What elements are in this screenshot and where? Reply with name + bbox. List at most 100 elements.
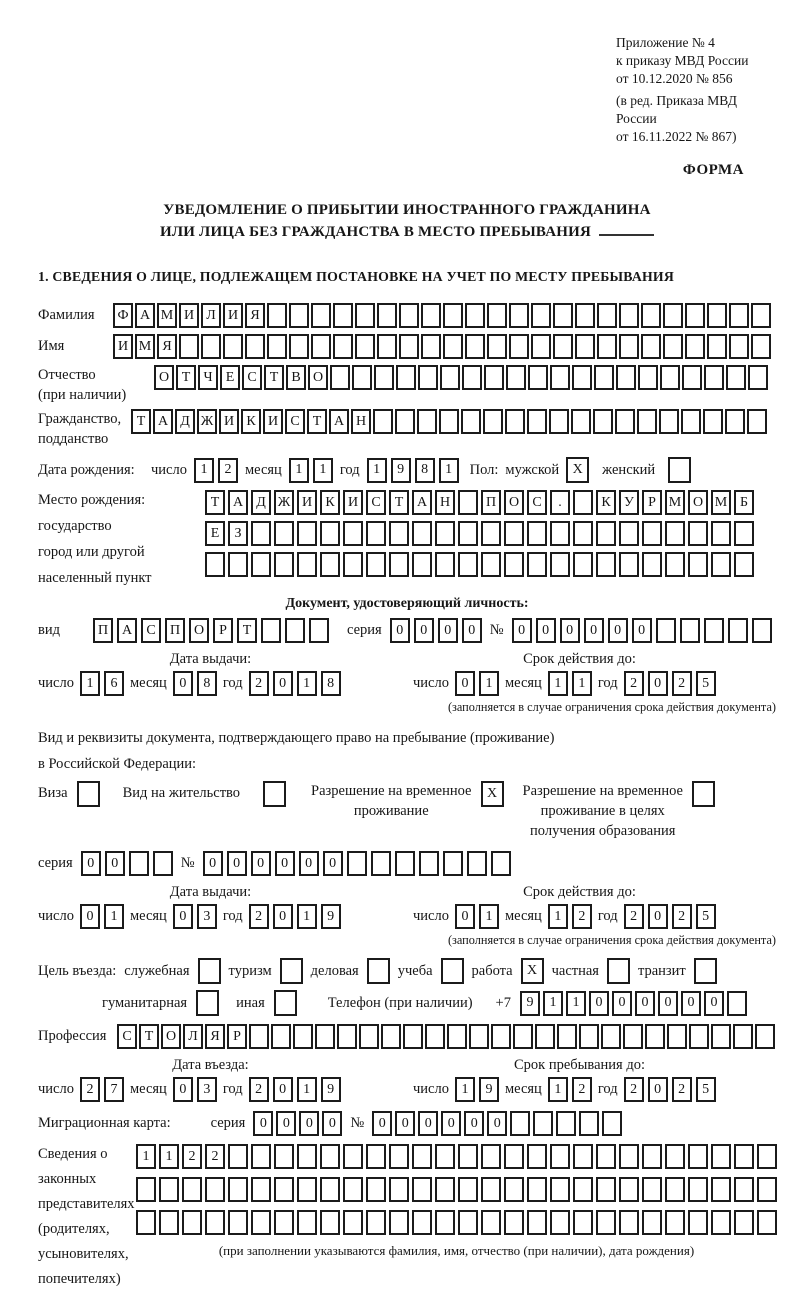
char-box[interactable]: 0 [272, 904, 293, 929]
char-box[interactable]: 0 [172, 904, 193, 929]
char-box[interactable]: 0 [413, 618, 434, 643]
char-box[interactable] [245, 334, 265, 359]
char-box[interactable] [366, 552, 386, 577]
char-box[interactable]: 0 [272, 1077, 293, 1102]
char-box[interactable] [682, 365, 702, 390]
char-box[interactable]: Н [351, 409, 371, 434]
char-box[interactable] [159, 1210, 179, 1235]
char-box[interactable] [751, 334, 771, 359]
char-box[interactable]: 0 [559, 618, 580, 643]
char-box[interactable]: 9 [519, 990, 540, 1016]
char-box[interactable] [642, 1177, 662, 1202]
char-box[interactable]: 0 [104, 851, 125, 876]
char-box[interactable] [128, 851, 149, 876]
char-box[interactable]: Б [734, 490, 754, 515]
char-box[interactable]: 0 [172, 671, 193, 696]
char-box[interactable] [594, 365, 614, 390]
char-box[interactable] [389, 1210, 409, 1235]
char-box[interactable] [726, 990, 747, 1016]
purpose-work-checkbox[interactable]: X [520, 958, 544, 984]
char-box[interactable] [573, 552, 593, 577]
char-box[interactable] [681, 409, 701, 434]
char-box[interactable] [533, 1111, 554, 1136]
char-box[interactable] [747, 409, 767, 434]
char-box[interactable] [293, 1024, 313, 1049]
char-box[interactable]: 0 [634, 990, 655, 1016]
char-box[interactable] [619, 1210, 639, 1235]
char-box[interactable] [447, 1024, 467, 1049]
char-box[interactable] [688, 521, 708, 546]
char-box[interactable] [751, 303, 771, 328]
char-box[interactable]: С [527, 490, 547, 515]
char-box[interactable]: У [619, 490, 639, 515]
char-box[interactable]: 8 [414, 457, 435, 483]
char-box[interactable]: Т [237, 618, 257, 643]
char-box[interactable] [638, 365, 658, 390]
char-box[interactable] [596, 521, 616, 546]
char-box[interactable]: 0 [80, 851, 101, 876]
char-box[interactable] [596, 1177, 616, 1202]
char-box[interactable]: 9 [390, 457, 411, 483]
char-box[interactable]: 0 [274, 851, 295, 876]
char-box[interactable] [688, 552, 708, 577]
char-box[interactable] [389, 552, 409, 577]
char-box[interactable] [642, 521, 662, 546]
purpose-humanitarian-checkbox[interactable] [196, 990, 220, 1016]
char-box[interactable] [182, 1177, 202, 1202]
char-box[interactable] [711, 1024, 731, 1049]
char-box[interactable] [274, 552, 294, 577]
char-box[interactable] [711, 1177, 731, 1202]
char-box[interactable] [689, 1024, 709, 1049]
char-box[interactable]: 0 [647, 671, 668, 696]
char-box[interactable] [374, 365, 394, 390]
char-box[interactable]: 1 [478, 904, 499, 929]
char-box[interactable] [573, 490, 593, 515]
char-box[interactable] [726, 365, 746, 390]
char-box[interactable]: 0 [657, 990, 678, 1016]
char-box[interactable] [665, 1144, 685, 1169]
char-box[interactable] [734, 552, 754, 577]
char-box[interactable]: К [320, 490, 340, 515]
char-box[interactable] [513, 1024, 533, 1049]
char-box[interactable] [289, 303, 309, 328]
char-box[interactable] [679, 618, 700, 643]
char-box[interactable] [159, 1177, 179, 1202]
char-box[interactable] [179, 334, 199, 359]
char-box[interactable] [641, 303, 661, 328]
char-box[interactable] [465, 303, 485, 328]
char-box[interactable] [707, 334, 727, 359]
char-box[interactable]: 0 [535, 618, 556, 643]
char-box[interactable]: 1 [136, 1144, 156, 1169]
char-box[interactable] [267, 303, 287, 328]
char-box[interactable] [205, 1177, 225, 1202]
char-box[interactable]: 2 [205, 1144, 225, 1169]
char-box[interactable]: 0 [322, 851, 343, 876]
char-box[interactable] [535, 1024, 555, 1049]
char-box[interactable] [205, 1210, 225, 1235]
residence-permit-checkbox[interactable] [263, 781, 287, 807]
char-box[interactable] [665, 1177, 685, 1202]
char-box[interactable]: 0 [647, 904, 668, 929]
char-box[interactable] [685, 334, 705, 359]
char-box[interactable] [509, 303, 529, 328]
char-box[interactable] [337, 1024, 357, 1049]
char-box[interactable]: И [113, 334, 133, 359]
char-box[interactable] [688, 1177, 708, 1202]
char-box[interactable] [571, 409, 591, 434]
char-box[interactable] [228, 1210, 248, 1235]
purpose-private-checkbox[interactable] [606, 958, 630, 984]
char-box[interactable]: В [286, 365, 306, 390]
char-box[interactable]: 1 [547, 904, 568, 929]
char-box[interactable] [201, 334, 221, 359]
char-box[interactable]: 0 [588, 990, 609, 1016]
char-box[interactable]: С [117, 1024, 137, 1049]
char-box[interactable] [412, 552, 432, 577]
char-box[interactable] [725, 409, 745, 434]
char-box[interactable] [481, 1210, 501, 1235]
char-box[interactable] [556, 1111, 577, 1136]
char-box[interactable] [297, 552, 317, 577]
char-box[interactable] [596, 552, 616, 577]
char-box[interactable] [465, 334, 485, 359]
char-box[interactable] [330, 365, 350, 390]
char-box[interactable] [707, 303, 727, 328]
